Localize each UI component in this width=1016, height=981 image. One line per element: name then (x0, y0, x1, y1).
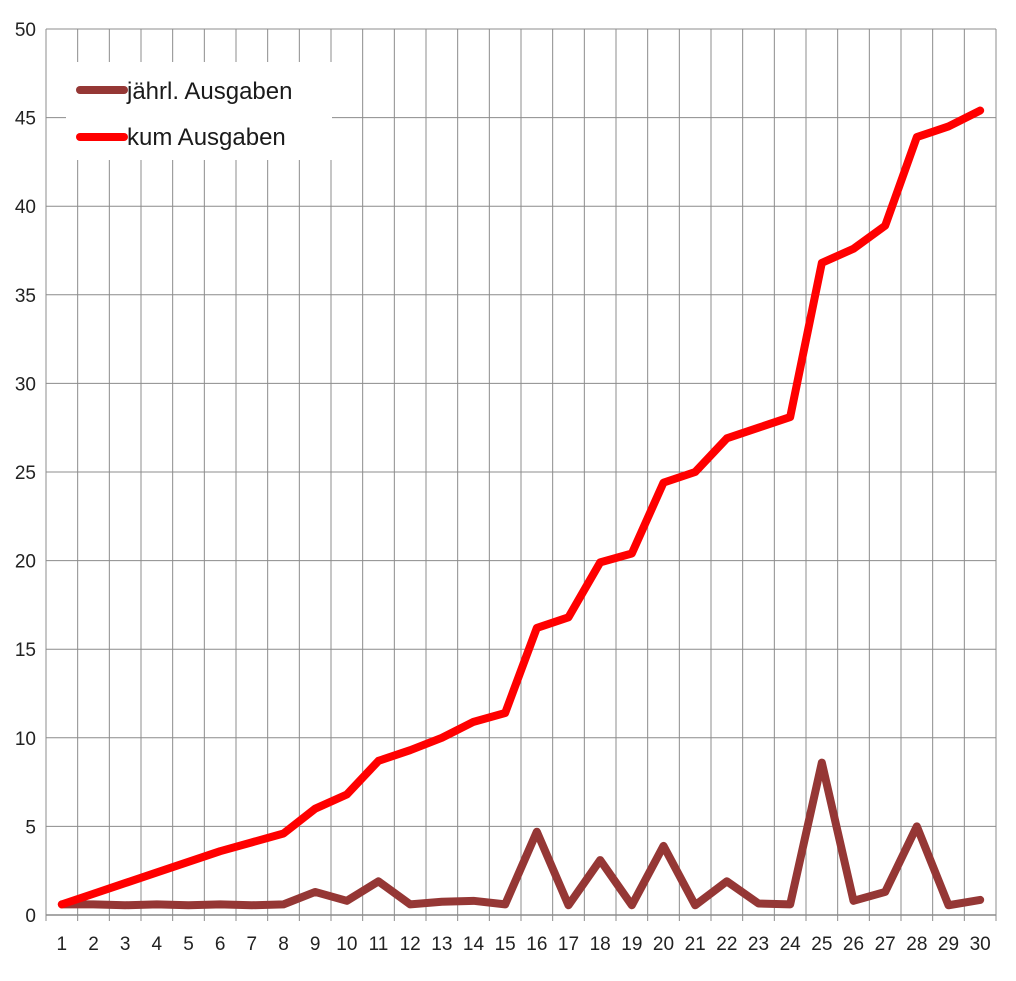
x-tick-label: 16 (526, 934, 547, 955)
x-tick-label: 3 (120, 934, 131, 955)
y-axis-tick-labels: 0 5 10 15 20 25 30 35 40 45 50 (15, 20, 36, 927)
x-tick-label: 30 (970, 934, 991, 955)
legend-background (66, 62, 332, 160)
y-tick-label: 0 (25, 906, 36, 927)
legend-label-jaehrl-ausgaben: jährl. Ausgaben (126, 78, 292, 105)
x-tick-label: 12 (400, 934, 421, 955)
x-tick-label: 19 (621, 934, 642, 955)
y-tick-label: 20 (15, 552, 36, 573)
x-tick-label: 24 (780, 934, 802, 955)
x-tick-label: 26 (843, 934, 864, 955)
y-tick-label: 5 (25, 817, 36, 838)
x-tick-label: 23 (748, 934, 769, 955)
y-tick-label: 10 (15, 729, 36, 750)
series-line-1 (57, 106, 985, 909)
x-tick-label: 27 (875, 934, 896, 955)
x-tick-label: 4 (152, 934, 163, 955)
x-tick-label: 29 (938, 934, 959, 955)
y-tick-label: 25 (15, 463, 36, 484)
y-tick-label: 45 (15, 109, 36, 130)
legend: jährl. Ausgaben kum Ausgaben (66, 62, 332, 160)
legend-label-kum-ausgaben: kum Ausgaben (127, 124, 286, 151)
x-tick-label: 28 (906, 934, 927, 955)
x-tick-label: 11 (369, 934, 389, 955)
x-tick-label: 6 (215, 934, 226, 955)
y-tick-label: 35 (15, 286, 36, 307)
x-tick-label: 8 (278, 934, 289, 955)
x-tick-label: 25 (811, 934, 832, 955)
series-lines (57, 106, 985, 910)
gridlines (45, 28, 997, 921)
x-tick-label: 20 (653, 934, 674, 955)
x-axis-tick-labels: 1 2 3 4 5 6 7 8 9 10 11 12 13 14 15 16 17 18 19 20 21 22 23 24 2… (57, 934, 991, 955)
x-tick-label: 18 (590, 934, 611, 955)
x-tick-label: 9 (310, 934, 321, 955)
x-tick-label: 10 (336, 934, 357, 955)
x-tick-label: 17 (558, 934, 579, 955)
x-tick-label: 14 (463, 934, 485, 955)
x-tick-label: 13 (431, 934, 452, 955)
x-tick-label: 15 (495, 934, 516, 955)
y-tick-label: 15 (15, 640, 36, 661)
x-tick-label: 7 (247, 934, 258, 955)
x-tick-label: 22 (716, 934, 737, 955)
x-tick-label: 21 (685, 934, 706, 955)
y-tick-label: 50 (15, 20, 36, 41)
x-tick-label: 1 (57, 934, 68, 955)
series-line-0 (57, 758, 985, 910)
y-tick-label: 30 (15, 374, 36, 395)
y-tick-label: 40 (15, 197, 36, 218)
x-tick-label: 2 (88, 934, 99, 955)
x-tick-label: 5 (183, 934, 194, 955)
